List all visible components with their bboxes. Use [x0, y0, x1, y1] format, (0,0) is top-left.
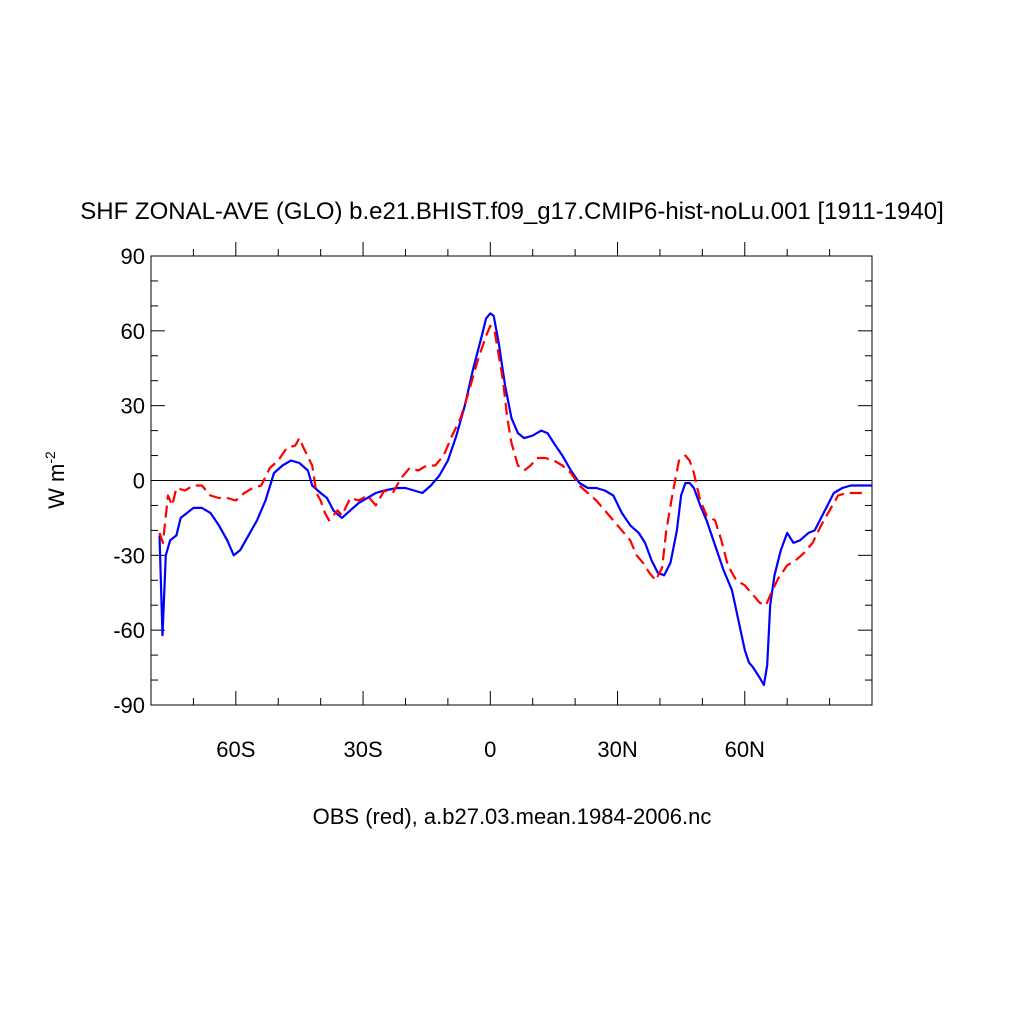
- x-tick-label: 60N: [725, 737, 765, 762]
- y-tick-labels: -90 -60 -30 0 30 60 90: [113, 244, 145, 718]
- y-tick-label: -60: [113, 618, 145, 643]
- x-axis-label: OBS (red), a.b27.03.mean.1984-2006.nc: [313, 804, 712, 829]
- series-layer: [158, 312, 872, 687]
- y-tick-label: 60: [121, 319, 145, 344]
- y-tick-label: 0: [133, 469, 145, 494]
- x-tick-label: 30N: [597, 737, 637, 762]
- y-axis-label-superscript: -2: [42, 451, 58, 464]
- plot-area: [150, 242, 873, 706]
- y-tick-label: 30: [121, 394, 145, 419]
- y-axis-label: W m-2: [42, 451, 69, 509]
- y-tick-label: 90: [121, 244, 145, 269]
- major-ticks: [151, 242, 872, 706]
- y-tick-label: -30: [113, 543, 145, 568]
- x-tick-label: 60S: [216, 737, 255, 762]
- y-axis-label-text: W m: [44, 464, 69, 509]
- x-tick-label: 30S: [343, 737, 382, 762]
- series-line-model-blue: [158, 312, 872, 687]
- x-tick-labels: 60S 30S 0 30N 60N: [216, 737, 765, 762]
- series-line-obs-red: [158, 324, 864, 607]
- chart-title: SHF ZONAL-AVE (GLO) b.e21.BHIST.f09_g17.…: [80, 198, 944, 225]
- y-tick-label: -90: [113, 693, 145, 718]
- minor-ticks: [151, 249, 872, 705]
- x-tick-label: 0: [484, 737, 496, 762]
